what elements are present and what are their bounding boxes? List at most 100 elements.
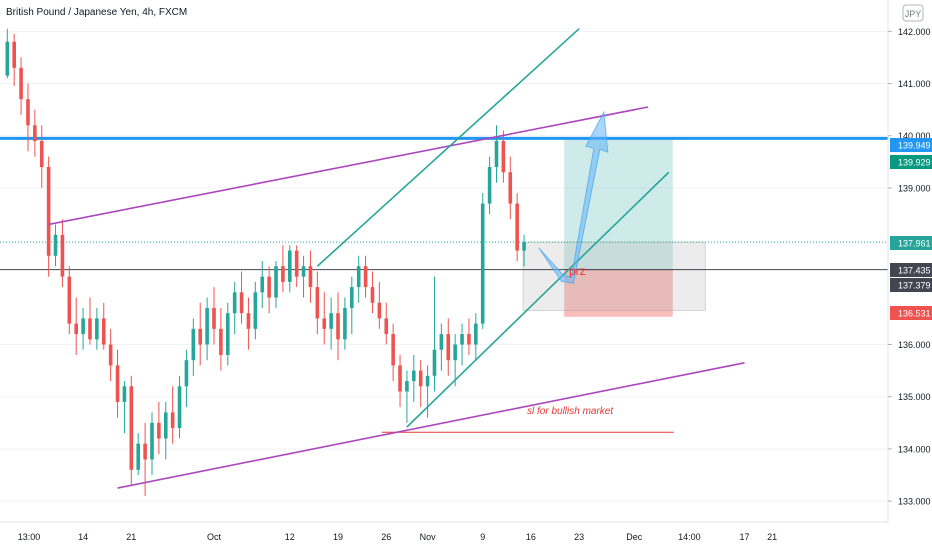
drawing-boxes bbox=[522, 139, 706, 317]
candle-body bbox=[480, 203, 485, 324]
candle-body bbox=[246, 313, 251, 329]
candle-body bbox=[19, 67, 23, 100]
time-axis[interactable] bbox=[0, 522, 932, 550]
candle-body bbox=[439, 334, 444, 350]
candle-body bbox=[474, 323, 478, 345]
candle-body bbox=[412, 370, 416, 382]
candle-body bbox=[460, 334, 464, 345]
candle-body bbox=[329, 313, 333, 329]
annotation-prz: prz bbox=[569, 264, 586, 278]
candle-body bbox=[74, 323, 78, 335]
candle-body bbox=[225, 313, 230, 355]
candle-body bbox=[508, 172, 513, 204]
candle-body bbox=[301, 266, 306, 277]
time-axis-ticks: 13:00 14 21 Oct 12 19 26 Nov 9 16 23 Dec 14:00 17 21 bbox=[18, 532, 777, 542]
candle-body bbox=[219, 328, 223, 355]
candle-body bbox=[157, 422, 161, 439]
candle-body bbox=[101, 318, 106, 345]
time-tick-label-8: 9 bbox=[480, 532, 485, 542]
candle-body bbox=[322, 318, 327, 329]
candle-body bbox=[46, 167, 51, 256]
time-tick-label-3: Oct bbox=[207, 532, 222, 542]
candle-body bbox=[143, 443, 147, 460]
price-tick-label-3: 139.000 bbox=[898, 183, 931, 193]
time-tick-label-9: 16 bbox=[526, 532, 536, 542]
trend-line-1 bbox=[48, 106, 649, 226]
candles bbox=[5, 28, 526, 496]
price-label-badge-4 bbox=[890, 278, 932, 292]
price-tick-label-0: 142.000 bbox=[898, 27, 931, 37]
candle-body bbox=[239, 292, 244, 314]
price-label-badge-3 bbox=[890, 263, 932, 277]
candle-body bbox=[274, 266, 278, 298]
candle-body bbox=[308, 266, 313, 288]
time-tick-label-13: 17 bbox=[740, 532, 750, 542]
candle-body bbox=[356, 266, 361, 288]
candle-body bbox=[67, 276, 72, 324]
candle-body bbox=[81, 318, 85, 335]
candle-body bbox=[170, 412, 175, 429]
position-target-zone bbox=[564, 139, 673, 270]
candle-body bbox=[205, 307, 209, 345]
price-label-badge-0 bbox=[890, 138, 932, 152]
candle-body bbox=[198, 328, 203, 345]
candle-body bbox=[487, 167, 492, 204]
trend-lines bbox=[48, 28, 745, 489]
price-label-0: 139.949 bbox=[898, 141, 931, 151]
candle-body bbox=[108, 344, 113, 366]
currency-badge-label: JPY bbox=[905, 9, 922, 19]
candle-body bbox=[129, 386, 134, 470]
candle-body bbox=[384, 318, 389, 335]
candle-body bbox=[467, 334, 471, 345]
projection-arrow bbox=[538, 110, 609, 284]
candle-body bbox=[260, 276, 265, 293]
trend-line-2 bbox=[406, 171, 670, 428]
candle-body bbox=[115, 365, 120, 402]
candle-body bbox=[377, 302, 382, 319]
projection-arrows bbox=[538, 110, 609, 284]
trend-line-3 bbox=[316, 28, 580, 267]
candle-body bbox=[95, 318, 99, 340]
candle-body bbox=[191, 328, 196, 361]
time-tick-label-12: 14:00 bbox=[678, 532, 701, 542]
position-stop-zone bbox=[564, 269, 673, 317]
price-tick-label-6: 134.000 bbox=[898, 444, 931, 454]
candle-body bbox=[522, 242, 526, 251]
price-axis[interactable] bbox=[888, 0, 932, 522]
candle-body bbox=[232, 292, 237, 314]
time-tick-label-10: 23 bbox=[574, 532, 584, 542]
time-tick-label-6: 26 bbox=[381, 532, 391, 542]
candle-body bbox=[425, 375, 430, 387]
price-label-badge-2 bbox=[890, 236, 932, 250]
currency-badge[interactable] bbox=[902, 4, 924, 22]
candle-body bbox=[12, 41, 16, 68]
candle-body bbox=[39, 140, 44, 168]
time-tick-label-11: Dec bbox=[626, 532, 643, 542]
candle-body bbox=[501, 140, 506, 173]
projection-box bbox=[522, 241, 706, 312]
price-tick-label-2: 140.000 bbox=[898, 131, 931, 141]
price-tick-label-7: 133.000 bbox=[898, 497, 931, 507]
price-label-badge-1 bbox=[890, 155, 932, 169]
candle-body bbox=[5, 41, 10, 76]
candle-body bbox=[363, 266, 368, 288]
price-axis-ticks: 142.000 141.000 140.000 139.000 136.000 135.0… bbox=[888, 27, 931, 507]
grid bbox=[0, 30, 888, 502]
horizontal-levels bbox=[0, 136, 888, 433]
price-label-3: 137.435 bbox=[898, 266, 931, 276]
candle-body bbox=[453, 344, 457, 361]
time-tick-label-2: 21 bbox=[126, 532, 136, 542]
candle-body bbox=[350, 287, 354, 308]
annotations: prz sl for bullish market bbox=[527, 264, 614, 417]
candle-body bbox=[370, 287, 375, 303]
candle-body bbox=[212, 307, 216, 329]
price-tick-label-5: 135.000 bbox=[898, 392, 931, 402]
trend-line-0 bbox=[117, 362, 745, 489]
candle-body bbox=[432, 349, 437, 376]
chart-title: British Pound / Japanese Yen, 4h, FXCM bbox=[6, 7, 187, 18]
price-tick-label-4: 136.000 bbox=[898, 340, 931, 350]
candle-body bbox=[494, 140, 499, 168]
candle-body bbox=[253, 292, 258, 329]
